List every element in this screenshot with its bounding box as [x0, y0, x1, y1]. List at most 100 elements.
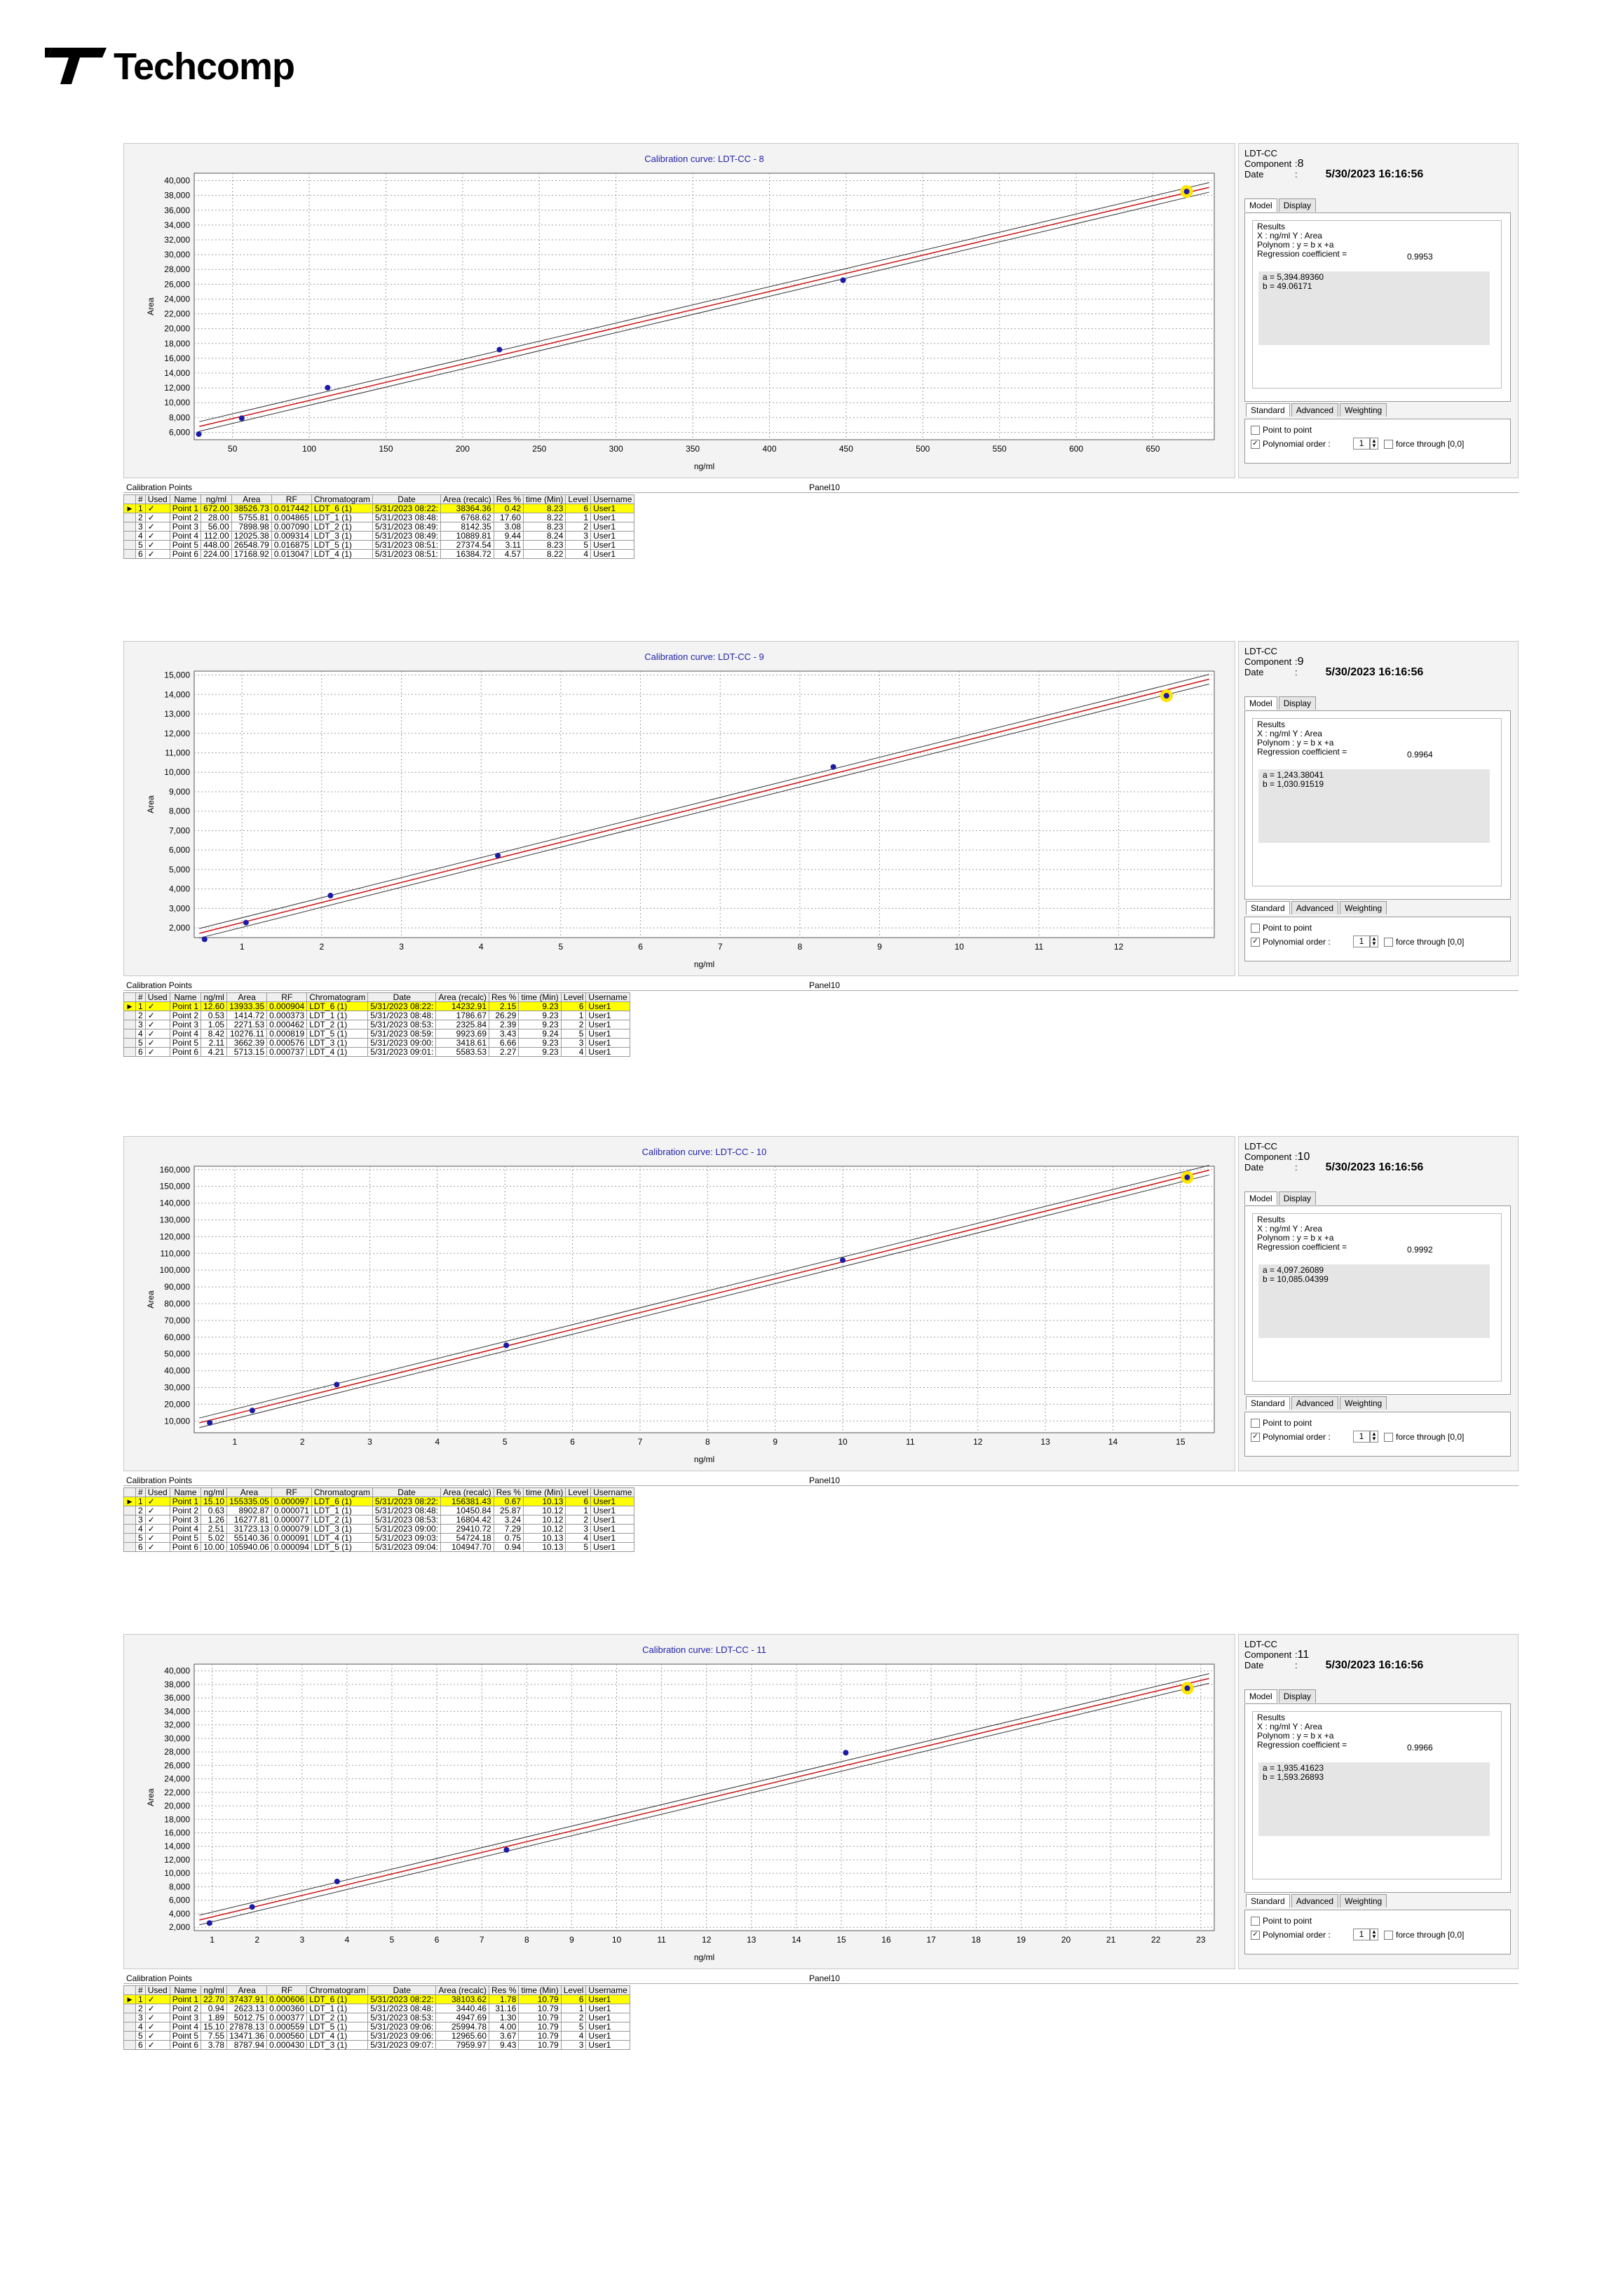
calibration-point[interactable] — [249, 1904, 255, 1910]
used-checkbox[interactable]: ✓ — [144, 1533, 170, 1543]
table-row[interactable]: 2 ✓ Point 2 0.94 2623.13 0.000360 LDT_1 (1) 5/3… — [123, 2004, 630, 2013]
tab-display[interactable]: Display — [1278, 198, 1317, 212]
column-header[interactable]: Area — [226, 992, 268, 1002]
column-header[interactable]: Used — [144, 992, 170, 1002]
table-row[interactable]: 6 ✓ Point 6 224.00 17168.92 0.013047 LDT_4 (1)… — [123, 549, 635, 559]
table-row[interactable]: ▶ 1 ✓ Point 1 15.10 155335.05 0.000097 LDT_6 (1… — [123, 1497, 635, 1506]
polynomial-order-checkbox[interactable]: ✓ — [1251, 1433, 1260, 1443]
column-header[interactable]: Area — [226, 1487, 272, 1497]
column-header[interactable]: RF — [266, 992, 308, 1002]
table-row[interactable]: 6 ✓ Point 6 3.78 8787.94 0.000430 LDT_3 (1) 5/3… — [123, 2040, 630, 2050]
calibration-point[interactable] — [325, 384, 331, 391]
point-to-point-checkbox[interactable] — [1251, 1419, 1260, 1429]
column-header[interactable]: Res % — [489, 1985, 520, 1995]
column-header[interactable]: # — [135, 1985, 146, 1995]
column-header[interactable]: Used — [144, 494, 170, 504]
table-row[interactable]: 3 ✓ Point 3 56.00 7898.98 0.007090 LDT_2 (1) 5/… — [123, 522, 635, 532]
table-row[interactable]: 2 ✓ Point 2 0.53 1414.72 0.000373 LDT_1 (1) 5/3… — [123, 1011, 630, 1020]
tab-advanced[interactable]: Advanced — [1291, 1396, 1339, 1410]
used-checkbox[interactable]: ✓ — [144, 1497, 170, 1506]
column-header[interactable]: Username — [590, 1487, 635, 1497]
tab-weighting[interactable]: Weighting — [1340, 1396, 1387, 1410]
column-header[interactable]: Name — [169, 494, 202, 504]
calibration-point[interactable] — [1184, 1174, 1190, 1180]
force-through-checkbox[interactable] — [1384, 938, 1393, 947]
table-row[interactable]: 3 ✓ Point 3 1.05 2271.53 0.000462 LDT_2 (1) 5/3… — [123, 1020, 630, 1029]
column-header[interactable]: RF — [271, 494, 312, 504]
table-row[interactable]: 4 ✓ Point 4 2.51 31723.13 0.000079 LDT_3 (1) 5/… — [123, 1524, 635, 1534]
column-header[interactable]: Chromatogram — [311, 494, 373, 504]
column-header[interactable]: Area (recalc) — [435, 992, 490, 1002]
tab-advanced[interactable]: Advanced — [1291, 1894, 1339, 1907]
column-header[interactable]: ng/ml — [201, 494, 232, 504]
polynomial-order-input[interactable]: 1 — [1353, 1431, 1370, 1443]
column-header[interactable]: Username — [585, 992, 630, 1002]
column-header[interactable]: Used — [144, 1487, 170, 1497]
column-header[interactable]: # — [135, 992, 146, 1002]
used-checkbox[interactable]: ✓ — [144, 1029, 170, 1039]
used-checkbox[interactable]: ✓ — [144, 1542, 170, 1552]
calibration-point[interactable] — [830, 764, 836, 770]
column-header[interactable]: time (Min) — [523, 494, 566, 504]
table-row[interactable]: 3 ✓ Point 3 1.26 16277.81 0.000077 LDT_2 (1) 5/… — [123, 1515, 635, 1525]
tab-standard[interactable]: Standard — [1246, 1894, 1290, 1907]
point-to-point-checkbox[interactable] — [1251, 924, 1260, 933]
calibration-point[interactable] — [495, 853, 501, 859]
table-row[interactable]: 4 ✓ Point 4 15.10 27878.13 0.000559 LDT_5 (1) 5… — [123, 2022, 630, 2032]
tab-weighting[interactable]: Weighting — [1340, 1894, 1387, 1907]
calibration-point[interactable] — [334, 1878, 340, 1884]
column-header[interactable]: Chromatogram — [311, 1487, 373, 1497]
force-through-checkbox[interactable] — [1384, 1931, 1393, 1940]
point-to-point-checkbox[interactable] — [1251, 426, 1260, 435]
tab-advanced[interactable]: Advanced — [1291, 403, 1339, 417]
table-row[interactable]: 4 ✓ Point 4 8.42 10276.11 0.000819 LDT_5 (1) 5/… — [123, 1029, 630, 1039]
column-header[interactable]: RF — [266, 1985, 308, 1995]
column-header[interactable]: Date — [372, 1487, 442, 1497]
force-through-checkbox[interactable] — [1384, 440, 1393, 450]
used-checkbox[interactable]: ✓ — [144, 504, 170, 513]
column-header[interactable]: Chromatogram — [306, 992, 369, 1002]
calibration-point[interactable] — [496, 346, 503, 353]
column-header[interactable]: RF — [271, 1487, 312, 1497]
used-checkbox[interactable]: ✓ — [144, 1515, 170, 1525]
column-header[interactable]: Date — [367, 1985, 437, 1995]
column-header[interactable]: Area — [231, 494, 272, 504]
tab-standard[interactable]: Standard — [1246, 403, 1290, 417]
tab-model[interactable]: Model — [1244, 1191, 1277, 1205]
polynomial-order-checkbox[interactable]: ✓ — [1251, 938, 1260, 947]
column-header[interactable]: Level — [565, 1487, 592, 1497]
column-header[interactable]: Date — [372, 494, 442, 504]
force-through-checkbox[interactable] — [1384, 1433, 1393, 1443]
used-checkbox[interactable]: ✓ — [144, 1994, 170, 2004]
used-checkbox[interactable]: ✓ — [144, 2022, 170, 2032]
table-row[interactable]: 5 ✓ Point 5 2.11 3662.39 0.000576 LDT_3 (1) 5/3… — [123, 1038, 630, 1048]
table-row[interactable]: 5 ✓ Point 5 5.02 55140.36 0.000091 LDT_4 (1) 5/… — [123, 1533, 635, 1543]
column-header[interactable]: time (Min) — [518, 992, 562, 1002]
column-header[interactable]: ng/ml — [201, 1487, 228, 1497]
tab-display[interactable]: Display — [1278, 696, 1317, 710]
used-checkbox[interactable]: ✓ — [144, 549, 170, 559]
column-header[interactable]: ng/ml — [201, 992, 228, 1002]
used-checkbox[interactable]: ✓ — [144, 1047, 170, 1057]
used-checkbox[interactable]: ✓ — [144, 2013, 170, 2022]
column-header[interactable]: Username — [590, 494, 635, 504]
calibration-point[interactable] — [840, 277, 846, 283]
polynomial-order-input[interactable]: 1 — [1353, 936, 1370, 947]
column-header[interactable]: time (Min) — [518, 1985, 562, 1995]
table-row[interactable]: ▶ 1 ✓ Point 1 672.00 38526.73 0.017442 LDT_6 (1… — [123, 504, 635, 513]
calibration-point[interactable] — [201, 936, 208, 943]
used-checkbox[interactable]: ✓ — [144, 522, 170, 532]
calibration-point[interactable] — [243, 919, 249, 926]
calibration-point[interactable] — [249, 1407, 255, 1414]
tab-standard[interactable]: Standard — [1246, 901, 1290, 914]
used-checkbox[interactable]: ✓ — [144, 1506, 170, 1515]
tab-display[interactable]: Display — [1278, 1191, 1317, 1205]
used-checkbox[interactable]: ✓ — [144, 1524, 170, 1534]
polynomial-order-input[interactable]: 1 — [1353, 1929, 1370, 1940]
tab-model[interactable]: Model — [1244, 198, 1277, 212]
used-checkbox[interactable]: ✓ — [144, 1001, 170, 1011]
calibration-point[interactable] — [1183, 189, 1190, 195]
used-checkbox[interactable]: ✓ — [144, 1011, 170, 1020]
polynomial-order-checkbox[interactable]: ✓ — [1251, 440, 1260, 450]
column-header[interactable]: Used — [144, 1985, 170, 1995]
